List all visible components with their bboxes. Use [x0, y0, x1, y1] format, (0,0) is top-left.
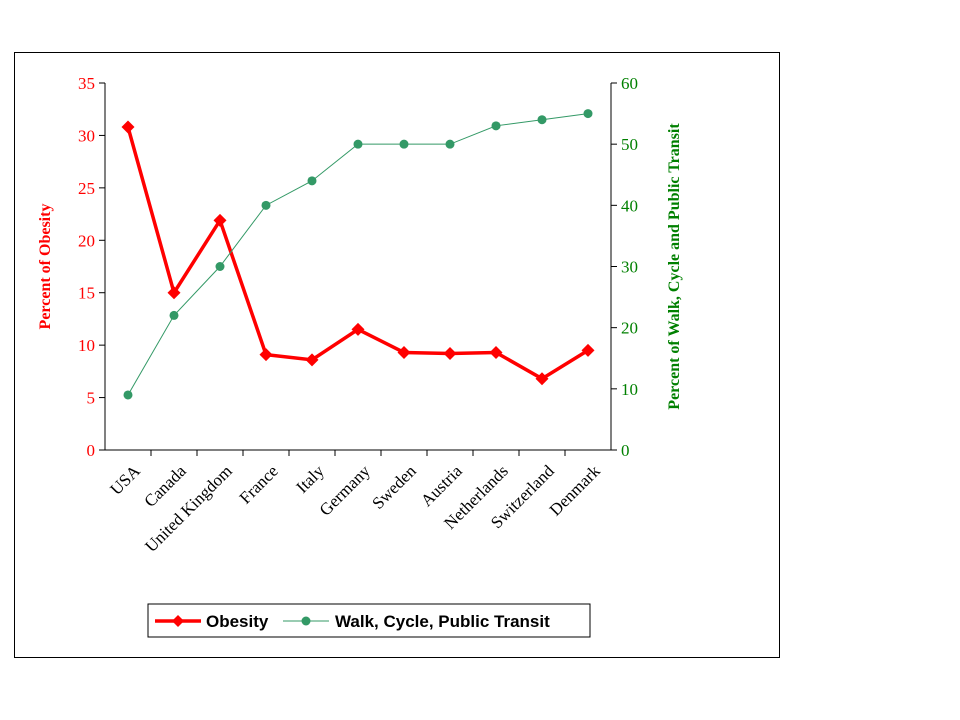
x-category-label: Denmark	[546, 461, 605, 520]
chart-frame: 0 5 10 15 20 25 30 35 0 10 20 30 40 50 60 USA Canada Uni…	[14, 52, 780, 658]
obesity-marker	[305, 353, 319, 367]
series-line-obesity	[126, 126, 589, 381]
legend-box	[147, 603, 591, 638]
y-tick-label-right: 40	[621, 196, 638, 215]
y-tick-label-left: 35	[78, 74, 95, 93]
x-category-label: France	[236, 461, 282, 507]
legend: Obesity Walk, Cycle, Public Transit	[147, 603, 591, 638]
legend-items: Obesity Walk, Cycle, Public Transit	[155, 612, 550, 631]
walk-cycle-transit-marker	[537, 115, 547, 125]
legend-walk-label: Walk, Cycle, Public Transit	[335, 612, 550, 631]
x-category-label: USA	[106, 461, 144, 499]
y-tick-label-left: 0	[87, 441, 96, 460]
x-category-label: Italy	[292, 461, 328, 497]
y-tick-label-left: 25	[78, 179, 95, 198]
walk-cycle-transit-marker	[169, 310, 179, 320]
obesity-marker	[443, 347, 457, 361]
walk-cycle-transit-marker	[261, 200, 271, 210]
walk-cycle-transit-marker	[215, 262, 225, 271]
y-tick-label-right: 0	[621, 441, 630, 460]
legend-walk-marker	[301, 616, 311, 626]
legend-obesity-label: Obesity	[206, 612, 269, 631]
axes	[99, 82, 617, 456]
x-category-label: Germany	[316, 461, 375, 520]
walk-cycle-transit-marker	[307, 176, 317, 186]
y-axis-title-left: Percent of Obesity	[37, 204, 54, 330]
walk-cycle-transit-marker	[353, 139, 363, 149]
walk-cycle-transit-marker	[491, 121, 501, 131]
walk-cycle-transit-marker	[399, 139, 409, 149]
obesity-marker	[121, 120, 135, 134]
y-tick-label-left: 15	[78, 284, 95, 303]
series-lines	[126, 113, 589, 396]
y-axis-title-right: Percent of Walk, Cycle and Public Transi…	[666, 123, 683, 410]
obesity-marker	[213, 213, 227, 227]
obesity-marker	[535, 372, 549, 386]
obesity-marker	[489, 345, 503, 359]
obesity-marker	[167, 286, 181, 300]
legend-obesity-marker	[172, 615, 184, 627]
y-tick-label-right: 60	[621, 74, 638, 93]
obesity-marker	[397, 345, 411, 359]
y-tick-label-right: 50	[621, 135, 638, 154]
obesity-marker	[581, 343, 595, 357]
x-category-label: Sweden	[368, 461, 420, 513]
y-tick-label-left: 30	[78, 126, 95, 145]
y-tick-label-right: 10	[621, 380, 638, 399]
y-tick-label-right: 20	[621, 319, 638, 338]
obesity-marker	[259, 348, 273, 362]
walk-cycle-transit-marker	[123, 390, 133, 400]
tick-labels: 0 5 10 15 20 25 30 35 0 10 20 30 40 50 60	[78, 74, 638, 460]
y-tick-label-left: 5	[87, 389, 96, 408]
y-tick-label-left: 20	[78, 231, 95, 250]
y-tick-label-right: 30	[621, 258, 638, 277]
walk-cycle-transit-marker	[445, 139, 455, 149]
y-tick-label-left: 10	[78, 336, 95, 355]
walk-cycle-transit-marker	[583, 109, 593, 119]
obesity-marker	[351, 322, 365, 336]
series-markers	[121, 109, 595, 400]
